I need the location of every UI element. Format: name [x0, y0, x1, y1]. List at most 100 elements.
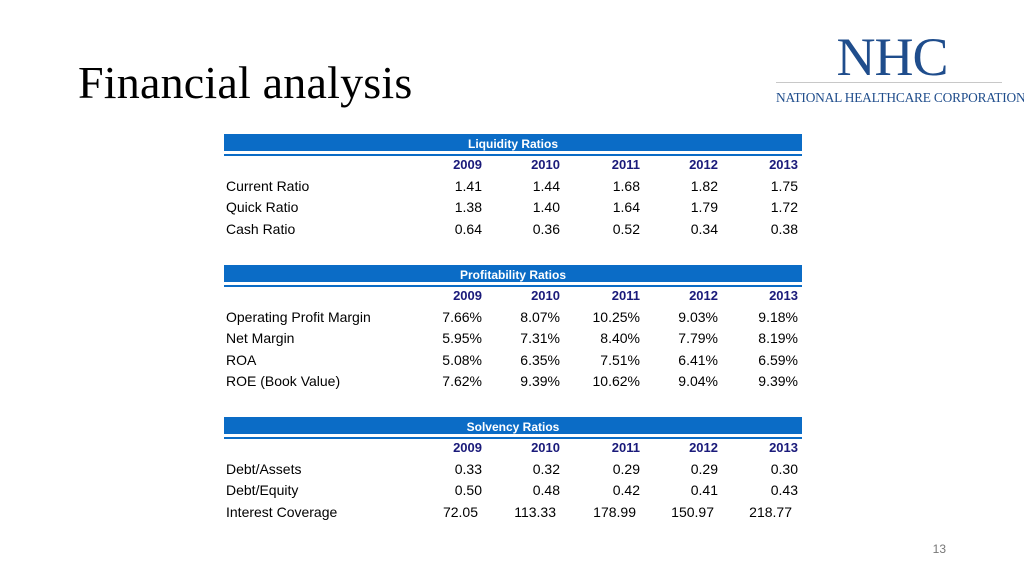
year-header: 2009 [453, 157, 482, 172]
cell-value: 5.08% [442, 351, 482, 368]
cell-value: 10.62% [592, 373, 640, 389]
cell-value: 7.31% [520, 330, 560, 346]
table-row: ROA 5.08% 6.35% 7.51% 6.41% 6.59% [224, 350, 802, 372]
cell-value: 1.79 [690, 199, 718, 215]
table-row: Current Ratio 1.41 1.44 1.68 1.82 1.75 [224, 176, 802, 198]
cell-value: 1.68 [612, 177, 640, 194]
row-label: Debt/Assets [226, 460, 302, 477]
cell-value: 9.03% [678, 308, 718, 325]
logo-divider [776, 82, 1002, 83]
row-label: Quick Ratio [226, 199, 299, 215]
year-header-row: 2009 2010 2011 2012 2013 [224, 437, 802, 459]
section-header-band: Liquidity Ratios [224, 134, 802, 154]
row-label: ROE (Book Value) [226, 373, 341, 389]
section-header-band: Solvency Ratios [224, 417, 802, 437]
cell-value: 6.41% [678, 351, 718, 368]
table-row: Cash Ratio 0.64 0.36 0.52 0.34 0.38 [224, 219, 802, 241]
row-label: Cash Ratio [226, 220, 296, 237]
cell-value: 6.59% [758, 351, 798, 368]
cell-value: 1.38 [454, 199, 482, 215]
cell-value: 9.39% [758, 373, 798, 389]
row-label: Operating Profit Margin [226, 308, 371, 325]
table-row: Debt/Equity 0.50 0.48 0.42 0.41 0.43 [224, 480, 802, 502]
year-header: 2009 [453, 288, 482, 303]
cell-value: 9.04% [678, 373, 718, 389]
liquidity-ratios-table: Liquidity Ratios 2009 2010 2011 2012 201… [224, 134, 802, 240]
year-header: 2011 [611, 440, 640, 455]
cell-value: 7.66% [442, 308, 482, 325]
table-row: ROE (Book Value) 7.62% 9.39% 10.62% 9.04… [224, 371, 802, 393]
logo-mark: NHC [836, 27, 948, 87]
cell-value: 7.79% [678, 330, 718, 346]
row-label: Interest Coverage [226, 503, 338, 520]
row-label: Debt/Equity [226, 482, 299, 498]
cell-value: 0.32 [532, 460, 560, 477]
cell-value: 72.05 [442, 503, 478, 520]
year-header: 2010 [531, 440, 560, 455]
cell-value: 0.64 [454, 220, 482, 237]
cell-value: 1.40 [532, 199, 560, 215]
row-label: Current Ratio [226, 177, 310, 194]
year-header: 2012 [689, 157, 718, 172]
cell-value: 7.51% [600, 351, 640, 368]
cell-value: 5.95% [442, 330, 482, 346]
cell-value: 0.50 [454, 482, 482, 498]
cell-value: 1.64 [612, 199, 640, 215]
cell-value: 218.77 [749, 503, 792, 520]
cell-value: 0.41 [690, 482, 718, 498]
year-header: 2010 [531, 288, 560, 303]
cell-value: 0.34 [690, 220, 718, 237]
year-header: 2013 [769, 157, 798, 172]
cell-value: 150.97 [671, 503, 714, 520]
solvency-ratios-table: Solvency Ratios 2009 2010 2011 2012 2013… [224, 417, 802, 523]
year-header: 2013 [769, 440, 798, 455]
cell-value: 6.35% [520, 351, 560, 368]
cell-value: 0.48 [532, 482, 560, 498]
cell-value: 0.38 [770, 220, 798, 237]
cell-value: 178.99 [593, 503, 636, 520]
row-label: ROA [226, 351, 257, 368]
year-header-row: 2009 2010 2011 2012 2013 [224, 154, 802, 176]
cell-value: 0.52 [612, 220, 640, 237]
row-label: Net Margin [226, 330, 295, 346]
profitability-ratios-table: Profitability Ratios 2009 2010 2011 2012… [224, 265, 802, 393]
year-header-row: 2009 2010 2011 2012 2013 [224, 285, 802, 307]
year-header: 2011 [611, 288, 640, 303]
table-row: Operating Profit Margin 7.66% 8.07% 10.2… [224, 307, 802, 329]
table-row: Debt/Assets 0.33 0.32 0.29 0.29 0.30 [224, 459, 802, 481]
cell-value: 0.42 [612, 482, 640, 498]
cell-value: 0.36 [532, 220, 560, 237]
year-header: 2012 [689, 288, 718, 303]
cell-value: 8.40% [600, 330, 640, 346]
cell-value: 10.25% [592, 308, 640, 325]
cell-value: 0.30 [770, 460, 798, 477]
cell-value: 0.43 [770, 482, 798, 498]
cell-value: 7.62% [442, 373, 482, 389]
cell-value: 0.33 [454, 460, 482, 477]
cell-value: 1.82 [690, 177, 718, 194]
logo-company-name: National HealthCare Corporation [776, 90, 1024, 105]
cell-value: 8.07% [520, 308, 560, 325]
section-header-band: Profitability Ratios [224, 265, 802, 285]
year-header: 2011 [611, 157, 640, 172]
table-row: Quick Ratio 1.38 1.40 1.64 1.79 1.72 [224, 197, 802, 219]
cell-value: 1.41 [454, 177, 482, 194]
cell-value: 0.29 [612, 460, 640, 477]
cell-value: 1.72 [770, 199, 798, 215]
cell-value: 113.33 [514, 503, 556, 520]
cell-value: 9.39% [520, 373, 560, 389]
table-row: Interest Coverage 72.05 113.33 178.99 15… [224, 502, 802, 524]
year-header: 2013 [769, 288, 798, 303]
year-header: 2009 [453, 440, 482, 455]
cell-value: 1.44 [532, 177, 560, 194]
table-row: Net Margin 5.95% 7.31% 8.40% 7.79% 8.19% [224, 328, 802, 350]
year-header: 2012 [689, 440, 718, 455]
cell-value: 1.75 [770, 177, 798, 194]
cell-value: 0.29 [690, 460, 718, 477]
nhc-logo: NHC National HealthCare Corporation [776, 27, 1024, 110]
slide-title: Financial analysis [78, 57, 413, 108]
cell-value: 9.18% [758, 308, 798, 325]
page-number: 13 [932, 542, 946, 556]
year-header: 2010 [531, 157, 560, 172]
cell-value: 8.19% [758, 330, 798, 346]
